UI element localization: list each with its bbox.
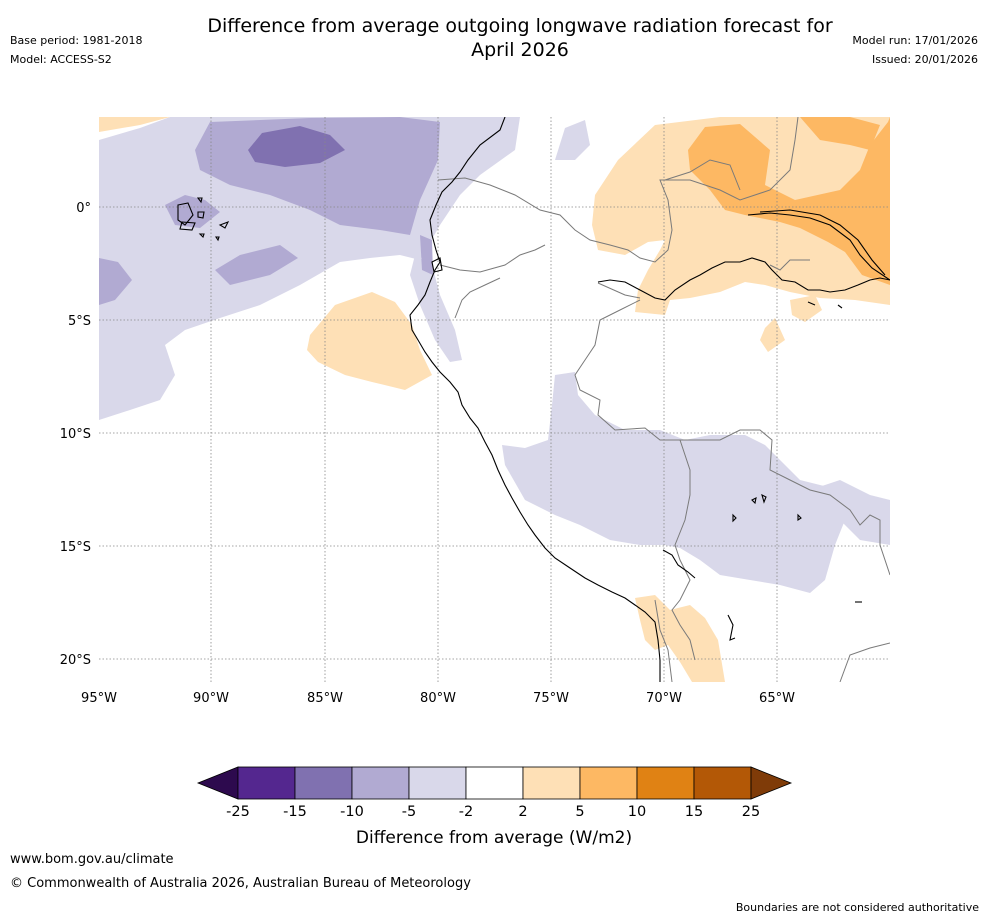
anomaly-region-neg2-north-patch <box>555 120 590 160</box>
lat-tick-label: 5°S <box>68 314 91 329</box>
anomaly-region-pos5-ne <box>800 117 880 150</box>
colorbar-label: -5 <box>402 804 416 820</box>
footer-url[interactable]: www.bom.gov.au/climate <box>10 852 174 867</box>
colorbar-segment <box>237 766 296 800</box>
map-plot-area <box>99 117 890 682</box>
lon-tick-label: 85°W <box>307 691 343 706</box>
lon-tick-label: 90°W <box>193 691 229 706</box>
anomaly-region-pos5-north <box>688 117 890 285</box>
grid <box>99 117 890 682</box>
colorbar-extend-low <box>196 766 239 800</box>
anomaly-region-neg5-galapagos <box>165 195 220 228</box>
colorbar-segment <box>522 766 581 800</box>
lon-tick-label: 75°W <box>533 691 569 706</box>
anomaly-region-neg2-inland <box>502 372 845 593</box>
anomaly-region-pos2-small <box>760 318 785 352</box>
colorbar-extend-high <box>750 766 793 800</box>
lat-tick-label: 15°S <box>60 540 91 555</box>
anomaly-region-pos2-topleft <box>99 117 170 132</box>
anomaly-region-pos2-ocean <box>307 292 432 390</box>
colorbar-label: 10 <box>628 804 646 820</box>
lon-tick-label: 80°W <box>420 691 456 706</box>
lon-tick-label: 65°W <box>759 691 795 706</box>
lat-tick-label: 0° <box>76 201 91 216</box>
colorbar-label: -15 <box>283 804 307 820</box>
colorbar-label: -10 <box>340 804 364 820</box>
colorbar-label: -2 <box>459 804 473 820</box>
anomaly-region-neg2-coast <box>410 255 462 362</box>
colorbar-segment <box>636 766 695 800</box>
run-info: Model run: 17/01/2026 Issued: 20/01/2026 <box>852 31 978 69</box>
colorbar-label: -25 <box>226 804 250 820</box>
anomaly-region-neg5-gulf <box>420 235 433 275</box>
lon-tick-label: 70°W <box>646 691 682 706</box>
colorbar-label: 5 <box>575 804 584 820</box>
map-title: Difference from average outgoing longwav… <box>160 14 880 62</box>
colorbar-segment <box>351 766 410 800</box>
coastlines <box>177 117 890 682</box>
colorbar-segment <box>579 766 638 800</box>
issued-date: Issued: 20/01/2026 <box>871 53 978 66</box>
anomaly-region-neg10-pacific <box>248 126 345 167</box>
colorbar-segment <box>465 766 524 800</box>
footer-copyright: © Commonwealth of Australia 2026, Austra… <box>10 876 471 891</box>
title-line-1: Difference from average outgoing longwav… <box>207 15 833 37</box>
colorbar-segment <box>693 766 752 800</box>
colorbar: -25 -15 -10 -5 -2 2 5 10 15 25 <box>196 766 793 820</box>
colorbar-segment <box>408 766 467 800</box>
latitude-tick-labels: 0° 5°S 10°S 15°S 20°S <box>60 201 91 668</box>
longitude-tick-labels: 95°W 90°W 85°W 80°W 75°W 70°W 65°W <box>81 691 795 706</box>
colorbar-segment <box>294 766 353 800</box>
colorbar-label: 2 <box>518 804 527 820</box>
colorbar-label: 15 <box>685 804 703 820</box>
model-run: Model run: 17/01/2026 <box>852 34 978 47</box>
anomaly-region-neg5-south <box>215 245 298 285</box>
boundary-disclaimer: Boundaries are not considered authoritat… <box>735 901 979 914</box>
title-line-2: April 2026 <box>471 39 569 61</box>
colorbar-title: Difference from average (W/m2) <box>356 828 632 848</box>
base-period: Base period: 1981-2018 <box>10 34 143 47</box>
colorbar-label: 25 <box>742 804 760 820</box>
anomaly-region-neg2-east <box>810 480 890 545</box>
anomaly-region-pos2-amazon <box>592 117 890 315</box>
lat-tick-label: 20°S <box>60 653 91 668</box>
lat-tick-label: 10°S <box>60 427 91 442</box>
model-info: Base period: 1981-2018 Model: ACCESS-S2 <box>10 31 142 69</box>
lon-tick-label: 95°W <box>81 691 117 706</box>
anomaly-region-neg5-west <box>99 258 132 305</box>
anomaly-region-pos2-patch <box>790 295 822 322</box>
model-name: Model: ACCESS-S2 <box>10 53 112 66</box>
